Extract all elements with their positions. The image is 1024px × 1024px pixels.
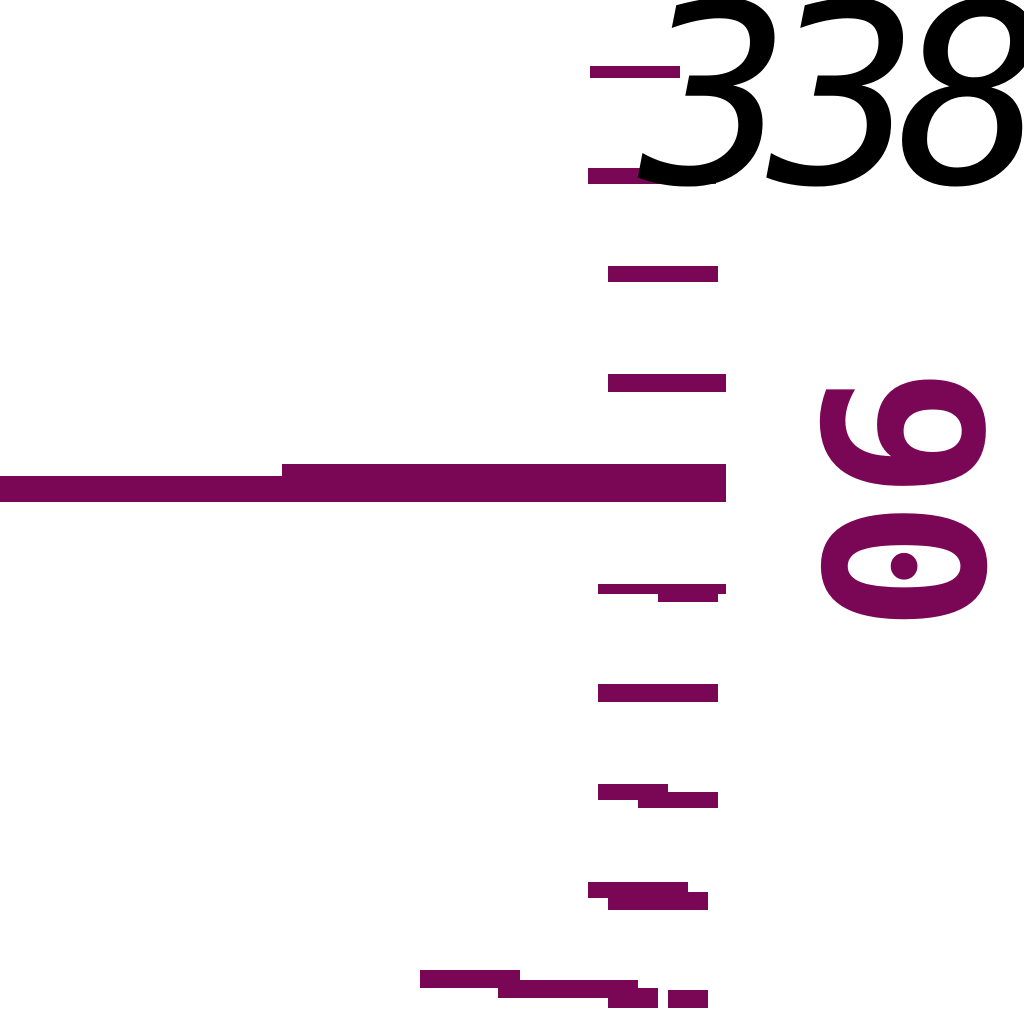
tick-mark [588,168,716,184]
scale-label-top: 338 [640,0,1024,242]
tick-mark [658,592,718,602]
pointer-line [0,476,726,502]
tick-mark [498,980,638,998]
tick-mark [608,988,658,1008]
pointer-line-head [282,464,726,478]
tick-mark [608,892,708,910]
tick-mark [598,584,726,594]
tick-mark [668,990,708,1008]
tick-mark [638,792,718,808]
tick-mark [590,66,680,78]
tick-mark [420,970,520,988]
tick-mark [608,266,718,282]
tick-mark [598,684,718,702]
tick-mark [608,374,726,392]
scale-label-side: 90 [772,367,1024,633]
